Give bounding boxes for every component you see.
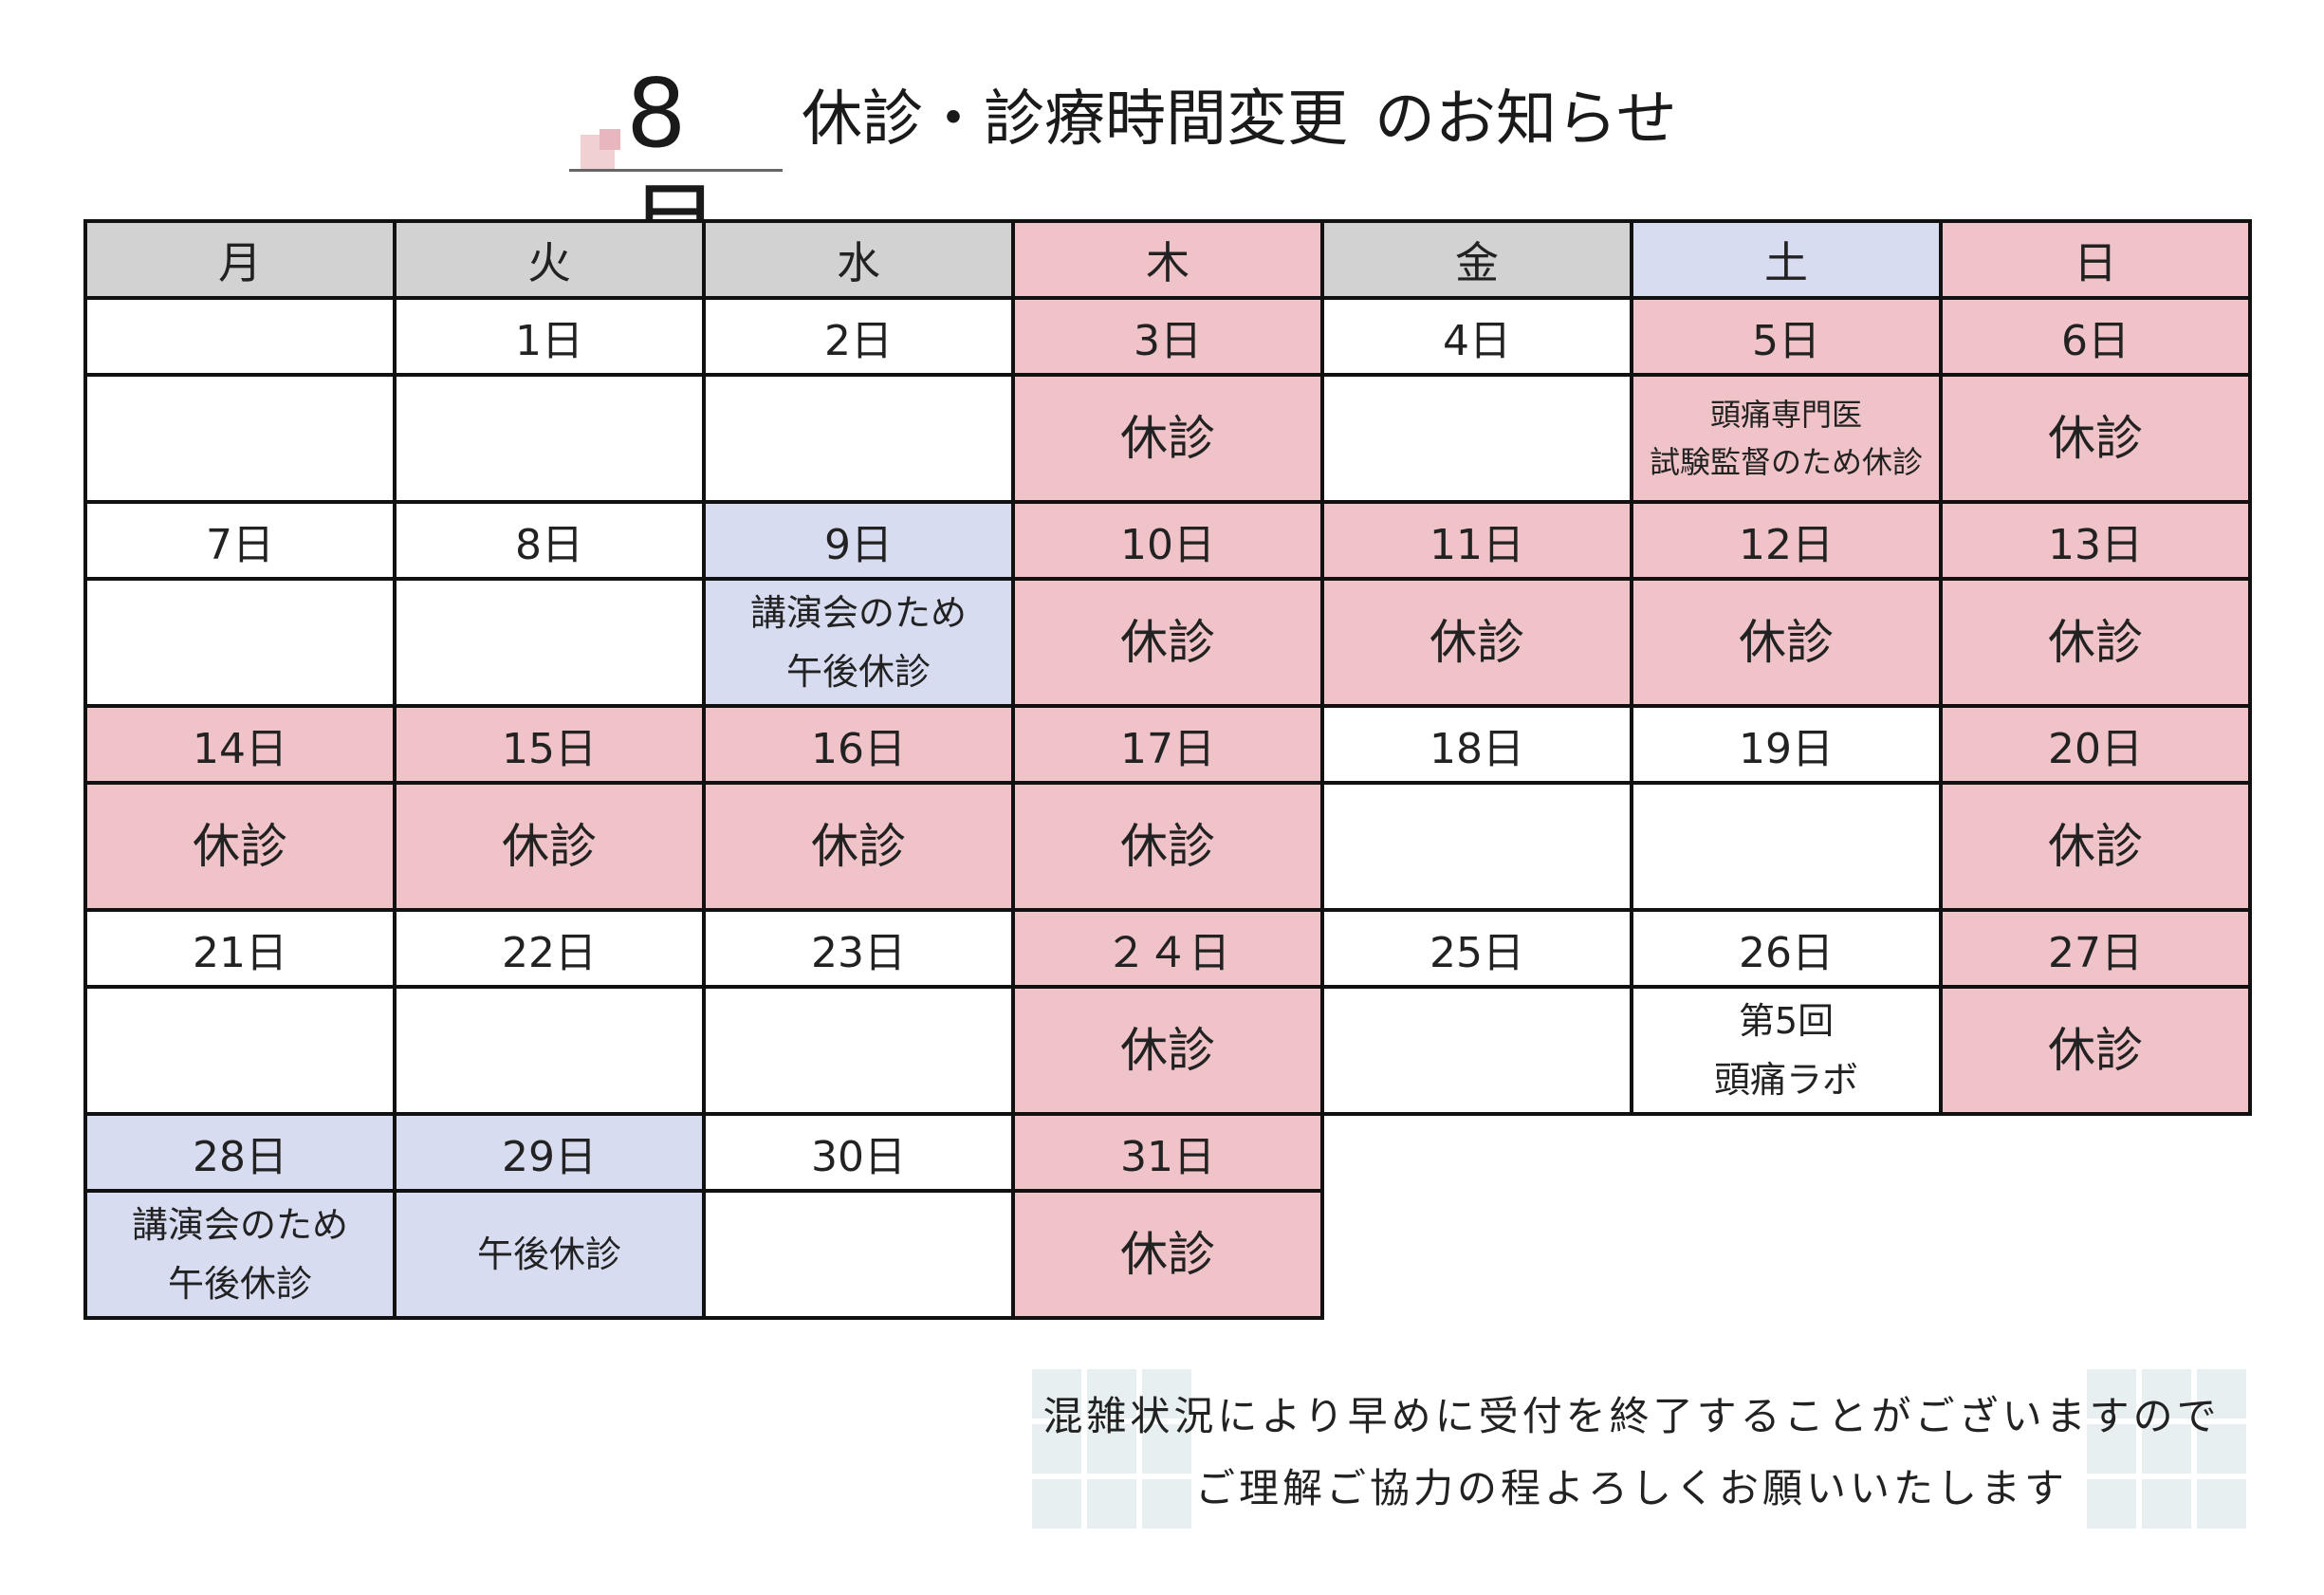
note-cell <box>83 985 397 1116</box>
title-main: 休診・診療時間変更 <box>802 84 1348 155</box>
note-cell <box>1630 781 1943 912</box>
date-row: 21日 22日 23日 ２４日 25日 26日 27日 <box>83 908 2252 989</box>
weekday-header: 土 <box>1630 219 1943 300</box>
note-cell <box>702 1189 1015 1320</box>
date-cell: 18日 <box>1320 704 1633 785</box>
date-cell: 7日 <box>83 500 397 581</box>
note-row: 休診 頭痛専門医 試験監督のため休診 休診 <box>83 373 2252 504</box>
date-cell: 31日 <box>1011 1112 1324 1193</box>
date-cell: 13日 <box>1939 500 2252 581</box>
note-cell: 午後休診 <box>393 1189 706 1320</box>
date-cell: 11日 <box>1320 500 1633 581</box>
title-suffix: のお知らせ <box>1374 84 1677 155</box>
note-cell: 頭痛専門医 試験監督のため休診 <box>1630 373 1943 504</box>
date-cell: 22日 <box>393 908 706 989</box>
note-cell: 講演会のため 午後休診 <box>702 577 1015 708</box>
note-cell <box>702 985 1015 1116</box>
note-cell: 休診 <box>702 781 1015 912</box>
notice-line-1: 混雑状況により早めに受付を終了することがございますので <box>1042 1393 2221 1439</box>
date-cell: 5日 <box>1630 296 1943 377</box>
note-row: 休診 休診 休診 休診 休診 <box>83 781 2252 912</box>
empty-cell <box>1941 1191 2250 1318</box>
weekday-header: 水 <box>702 219 1015 300</box>
note-row: 講演会のため 午後休診 休診 休診 休診 休診 <box>83 577 2252 708</box>
note-cell <box>1320 781 1633 912</box>
note-cell: 休診 <box>1011 373 1324 504</box>
date-cell: 16日 <box>702 704 1015 785</box>
weekday-header-row: 月火水木金土日 <box>83 219 2252 300</box>
notice-line-2: ご理解ご協力の程よろしくお願いいたします <box>1194 1465 2068 1512</box>
date-cell: 10日 <box>1011 500 1324 581</box>
weekday-header: 月 <box>83 219 397 300</box>
calendar-table: 月火水木金土日 1日 2日 3日 4日 5日 6日 休診 頭痛専門医 試験監督のため休診 休診 7日 8… <box>83 219 2252 1320</box>
title-decoration <box>599 129 620 150</box>
note-cell <box>83 577 397 708</box>
date-cell: 1日 <box>393 296 706 377</box>
date-cell: 4日 <box>1320 296 1633 377</box>
note-cell <box>393 985 706 1116</box>
empty-cell <box>1632 1191 1941 1318</box>
date-cell: 14日 <box>83 704 397 785</box>
note-cell: 講演会のため 午後休診 <box>83 1189 397 1320</box>
note-cell: 休診 <box>1939 781 2252 912</box>
note-cell <box>393 577 706 708</box>
empty-cell <box>1632 1114 1941 1191</box>
weekday-header: 金 <box>1320 219 1633 300</box>
empty-cell <box>83 373 397 504</box>
weekday-header: 火 <box>393 219 706 300</box>
date-cell: 17日 <box>1011 704 1324 785</box>
note-cell: 休診 <box>1011 985 1324 1116</box>
note-cell: 休診 <box>1939 373 2252 504</box>
date-cell: 9日 <box>702 500 1015 581</box>
note-cell: 休診 <box>1011 1189 1324 1320</box>
note-cell: 休診 <box>1011 781 1324 912</box>
date-cell: 26日 <box>1630 908 1943 989</box>
date-cell: 19日 <box>1630 704 1943 785</box>
note-cell: 休診 <box>1630 577 1943 708</box>
date-cell: ２４日 <box>1011 908 1324 989</box>
date-cell: 29日 <box>393 1112 706 1193</box>
note-cell <box>1320 985 1633 1116</box>
date-cell: 15日 <box>393 704 706 785</box>
weekday-header: 日 <box>1939 219 2252 300</box>
weekday-header: 木 <box>1011 219 1324 300</box>
note-cell: 第5回 頭痛ラボ <box>1630 985 1943 1116</box>
note-cell <box>393 373 706 504</box>
date-cell: 23日 <box>702 908 1015 989</box>
empty-cell <box>83 296 397 377</box>
note-cell <box>702 373 1015 504</box>
date-cell: 12日 <box>1630 500 1943 581</box>
date-cell: 8日 <box>393 500 706 581</box>
note-row: 講演会のため 午後休診 午後休診 休診 <box>83 1189 2250 1320</box>
date-cell: 2日 <box>702 296 1015 377</box>
date-row: 1日 2日 3日 4日 5日 6日 <box>83 296 2252 377</box>
note-cell: 休診 <box>83 781 397 912</box>
date-row: 7日 8日 9日 10日 11日 12日 13日 <box>83 500 2252 581</box>
decoration-grid-left <box>1032 1369 1191 1529</box>
note-cell: 休診 <box>1011 577 1324 708</box>
empty-cell <box>1941 1114 2250 1191</box>
date-cell: 28日 <box>83 1112 397 1193</box>
note-cell: 休診 <box>1939 577 2252 708</box>
date-row: 14日 15日 16日 17日 18日 19日 20日 <box>83 704 2252 785</box>
title-text: 休診・診療時間変更 のお知らせ <box>802 82 1677 158</box>
date-row: 28日 29日 30日 31日 <box>83 1112 2250 1193</box>
note-cell <box>1320 373 1633 504</box>
note-cell: 休診 <box>1320 577 1633 708</box>
note-row: 休診 第5回 頭痛ラボ 休診 <box>83 985 2252 1116</box>
date-cell: 3日 <box>1011 296 1324 377</box>
date-cell: 25日 <box>1320 908 1633 989</box>
notice-text: 混雑状況により早めに受付を終了することがございますので ご理解ご協力の程よろしく… <box>1024 1381 2239 1525</box>
date-cell: 27日 <box>1939 908 2252 989</box>
empty-cell <box>1322 1114 1632 1191</box>
date-cell: 30日 <box>702 1112 1015 1193</box>
date-cell: 21日 <box>83 908 397 989</box>
decoration-grid-right <box>2087 1369 2246 1529</box>
note-cell: 休診 <box>1939 985 2252 1116</box>
title-underline <box>569 169 783 172</box>
date-cell: 6日 <box>1939 296 2252 377</box>
date-cell: 20日 <box>1939 704 2252 785</box>
empty-cell <box>1322 1191 1632 1318</box>
note-cell: 休診 <box>393 781 706 912</box>
